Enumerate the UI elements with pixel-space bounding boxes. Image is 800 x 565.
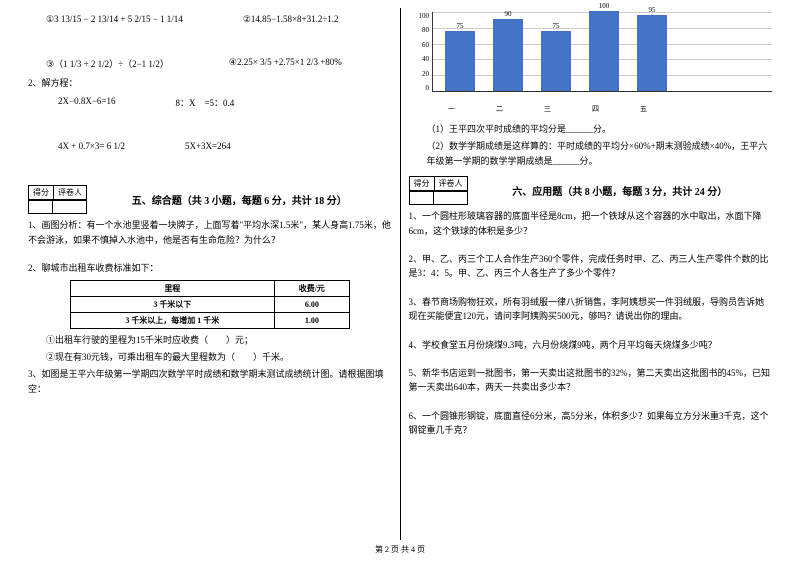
section-5-title: 五、综合题（共 3 小题，每题 6 分，共计 18 分） [87, 192, 392, 207]
section-5-header: 得分 评卷人 五、综合题（共 3 小题，每题 6 分，共计 18 分） [28, 185, 392, 214]
score-label: 得分 [29, 186, 54, 199]
table-header: 收费/元 [274, 280, 349, 296]
expr-1a: ①3 13/15 − 2 13/14 + 5 2/15 − 1 1/14 [46, 14, 183, 25]
problem-6-5: 5、新华书店运到一批图书，第一天卖出这批图书的32%，第二天卖出这批图书的45%… [409, 366, 773, 395]
eq-1a: 2X−0.8X−6=16 [58, 96, 115, 109]
chart-q1: （1）王平四次平时成绩的平均分是______分。 [409, 122, 773, 136]
bar-group: 95 [637, 6, 667, 91]
y-axis: 100 80 60 40 20 0 [419, 12, 433, 92]
ytick: 80 [422, 26, 429, 34]
table-cell: 3 千米以上，每增加 1 千米 [70, 312, 274, 328]
ytick: 60 [422, 41, 429, 49]
bar [541, 31, 571, 91]
bar-value: 95 [649, 6, 656, 14]
equation-row: 2X−0.8X−6=16 8：X =5：0.4 [28, 96, 392, 109]
eq-1b: 8：X =5：0.4 [175, 96, 234, 109]
chart-q2: （2）数学学期成绩是这样算的：平时成绩的平均分×60%+期末测验成绩×40%，王… [409, 139, 773, 168]
xlabel: 一 [437, 104, 467, 114]
problem-5-1: 1、画图分析：有一个水池里竖着一块牌子，上面写着"平均水深1.5米"，某人身高1… [28, 218, 392, 247]
section-2-label: 2、解方程： [28, 76, 392, 90]
score-blank [28, 200, 87, 214]
bar-group: 100 [589, 2, 619, 91]
bar [445, 31, 475, 91]
table-header: 里程 [70, 280, 274, 296]
problem-5-2a: ①出租车行驶的里程为15千米时应收费（ ）元； [28, 333, 392, 347]
problem-row: ③（1 1/3 + 2 1/2）÷（2−1 1/2） ④2.25× 3/5 +2… [28, 57, 392, 70]
bar-group: 75 [541, 22, 571, 91]
grader-label: 评卷人 [54, 186, 86, 199]
ytick: 100 [419, 12, 430, 20]
expr-2b: ④2.25× 3/5 +2.75×1 2/3 +80% [229, 57, 342, 70]
chart-plot: 75907510095 [432, 12, 772, 92]
xlabel: 四 [581, 104, 611, 114]
ytick: 0 [426, 84, 430, 92]
right-column: 100 80 60 40 20 0 75 90 75 100 95 一 [401, 8, 781, 540]
left-column: ①3 13/15 − 2 13/14 + 5 2/15 − 1 1/14 ②14… [20, 8, 401, 540]
score-box: 得分 评卷人 [28, 185, 87, 200]
score-label: 得分 [410, 177, 435, 190]
fare-table: 里程 收费/元 3 千米以下 6.00 3 千米以上，每增加 1 千米 1.00 [70, 280, 350, 329]
bar-value: 75 [553, 22, 560, 30]
score-box: 得分 评卷人 [409, 176, 468, 191]
ytick: 40 [422, 55, 429, 63]
bar-value: 90 [505, 10, 512, 18]
problem-5-3: 3、如图是王平六年级第一学期四次数学平时成绩和数学期末测试成绩统计图。请根据图填… [28, 367, 392, 396]
problem-6-4: 4、学校食堂五月份烧煤9.3吨，六月份烧煤9吨，两个月平均每天烧煤多少吨？ [409, 338, 773, 352]
xlabel: 三 [533, 104, 563, 114]
bar-value: 75 [457, 22, 464, 30]
problem-5-2b: ②现在有30元钱，可乘出租车的最大里程数为（ ）千米。 [28, 350, 392, 364]
problem-6-1: 1、一个圆柱形玻璃容器的底面半径是8cm，把一个铁球从这个容器的水中取出，水面下… [409, 209, 773, 238]
xlabel: 五 [629, 104, 659, 114]
ytick: 20 [422, 70, 429, 78]
x-axis: 一 二 三 四 五 [419, 104, 773, 114]
section-6-header: 得分 评卷人 六、应用题（共 8 小题，每题 3 分，共计 24 分） [409, 176, 773, 205]
problem-6-3: 3、春节商场购物狂欢，所有羽绒服一律八折销售，李阿姨想买一件羽绒服，导购员告诉她… [409, 295, 773, 324]
eq-2a: 4X + 0.7×3= 6 1/2 [58, 141, 125, 151]
xlabel: 二 [485, 104, 515, 114]
table-cell: 1.00 [274, 312, 349, 328]
equation-row: 4X + 0.7×3= 6 1/2 5X+3X=264 [28, 141, 392, 151]
table-cell: 3 千米以下 [70, 296, 274, 312]
score-blank [409, 191, 468, 205]
page-footer: 第 2 页 共 4 页 [0, 540, 800, 555]
expr-1b: ②14.85−1.58×8+31.2÷1.2 [243, 14, 339, 25]
bar-group: 90 [493, 10, 523, 91]
problem-6-2: 2、甲、乙、丙三个工人合作生产360个零件，完成任务时甲、乙、丙三人生产零件个数… [409, 252, 773, 281]
eq-2b: 5X+3X=264 [185, 141, 231, 151]
problem-6-6: 6、一个圆锥形钢锭，底面直径6分米，高5分米，体积多少？如果每立方分米重3千克，… [409, 409, 773, 438]
bar [589, 11, 619, 91]
bar-chart: 100 80 60 40 20 0 75907510095 一 [419, 12, 773, 114]
bar [637, 15, 667, 91]
bar [493, 19, 523, 91]
bar-group: 75 [445, 22, 475, 91]
bar-value: 100 [599, 2, 610, 10]
section-6-title: 六、应用题（共 8 小题，每题 3 分，共计 24 分） [468, 183, 773, 198]
table-cell: 6.00 [274, 296, 349, 312]
problem-5-2: 2、聊城市出租车收费标准如下： [28, 261, 392, 275]
grader-label: 评卷人 [435, 177, 467, 190]
expr-2a: ③（1 1/3 + 2 1/2）÷（2−1 1/2） [46, 57, 169, 70]
problem-row: ①3 13/15 − 2 13/14 + 5 2/15 − 1 1/14 ②14… [28, 14, 392, 25]
